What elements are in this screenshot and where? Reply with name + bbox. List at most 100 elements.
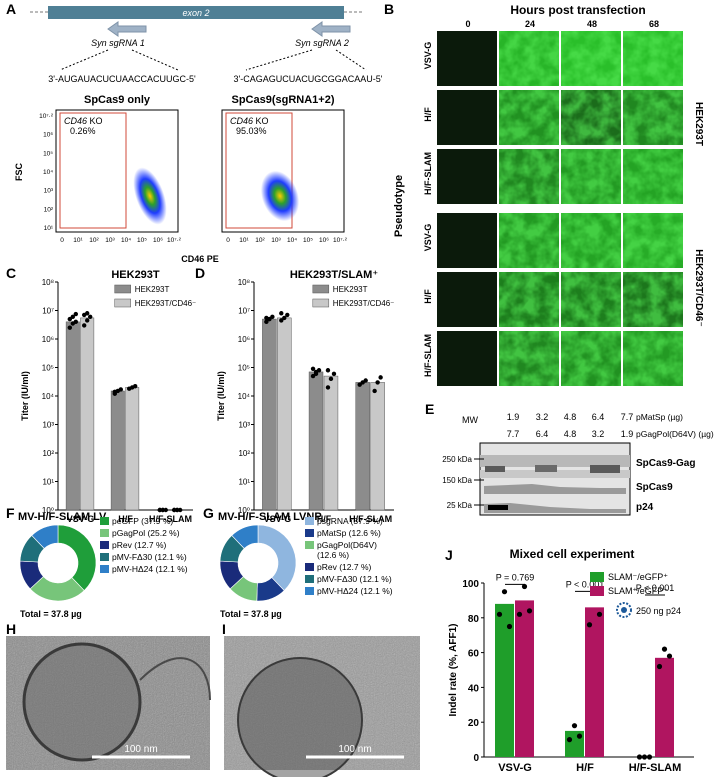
legend-swatch — [100, 565, 109, 573]
data-point — [331, 371, 337, 377]
sgrna1-label: Syn sgRNA 1 — [91, 38, 145, 48]
microscopy-tile — [437, 272, 497, 327]
legend-label: HEK293T — [333, 285, 368, 294]
data-point — [506, 623, 513, 630]
y-tick-label: 40 — [468, 683, 480, 694]
legend-label: pMV-FΔ30 (12.1 %) — [317, 574, 392, 584]
panel-label-e: E — [425, 401, 434, 417]
pseudotype-row-label: H/F-SLAM — [423, 152, 433, 195]
ko1-percent: 0.26% — [70, 126, 96, 136]
donut-slice — [31, 524, 59, 549]
cell-texture — [499, 149, 559, 204]
bar — [262, 318, 277, 511]
data-point — [279, 318, 284, 323]
pseudotype-row-label: H/F — [423, 289, 433, 304]
data-point — [73, 319, 79, 325]
microscopy-tile — [437, 149, 497, 204]
x-category-label: VSV-G — [498, 762, 532, 774]
y-tick-label: 10⁷ — [42, 307, 54, 316]
data-point — [516, 611, 523, 617]
x-category-label: H/F — [576, 762, 594, 774]
group-label-1: HEK293T — [693, 102, 704, 146]
e-row1-value: 3.2 — [536, 412, 549, 422]
legend-label: pMV-HΔ24 (12.1 %) — [112, 564, 188, 574]
e-row1-value: 6.4 — [592, 412, 605, 422]
cell-texture — [561, 213, 621, 268]
flow-ytick: 10² — [44, 206, 54, 213]
y-tick-label: 10⁷ — [238, 307, 250, 316]
panel-i: 100 nm — [224, 636, 420, 777]
bar — [110, 390, 125, 511]
data-point — [328, 376, 334, 382]
virus-core-icon — [621, 607, 627, 613]
flow-plot1-title: SpCas9 only — [84, 94, 151, 106]
x-category-label: H/F — [118, 514, 133, 524]
exon-label: exon 2 — [182, 8, 209, 18]
e-row2-value: 6.4 — [536, 429, 549, 439]
legend-label: pMatSp (12.6 %) — [317, 528, 381, 538]
data-point — [70, 314, 76, 320]
legend-swatch — [100, 517, 109, 525]
legend-label: pMV-FΔ30 (12.1 %) — [112, 552, 187, 562]
data-point — [310, 373, 316, 379]
legend-label: HEK293T/CD46⁻ — [333, 299, 395, 308]
cell-texture — [499, 90, 559, 145]
legend-label: HEK293T — [135, 285, 170, 294]
y-tick-label: 10⁸ — [238, 278, 250, 287]
x-category-label: H/F-SLAM — [349, 514, 392, 524]
panel-h: 100 nm — [6, 636, 211, 770]
data-point — [88, 314, 93, 320]
y-tick-label: 10⁶ — [42, 335, 54, 344]
e-row2-value: 7.7 — [507, 429, 520, 439]
pseudotype-row-label: VSV-G — [423, 42, 433, 70]
pvalue-label: P < 0.001 — [636, 583, 675, 593]
legend-label: pGagPol(D64V) — [317, 540, 377, 550]
y-tick-label: 10⁸ — [42, 278, 54, 287]
flow-xtick: 0 — [60, 237, 64, 244]
gene-label-2: CD46 — [230, 116, 253, 126]
flow-ylabel: FSC — [14, 162, 24, 181]
data-point — [160, 507, 165, 513]
panel-label-i: I — [222, 621, 226, 637]
e-row1-label: pMatSp (µg) — [636, 412, 683, 422]
panel-label-c: C — [6, 265, 16, 281]
legend-swatch — [590, 572, 604, 582]
data-point — [267, 316, 272, 322]
ko-label-2: KO — [256, 116, 269, 126]
flow-xtick: 10³ — [105, 237, 115, 244]
cell-texture — [623, 213, 683, 268]
legend-label: pRev (12.7 %) — [317, 562, 371, 572]
pseudotype-row-label: H/F — [423, 107, 433, 122]
legend-swatch — [114, 298, 131, 308]
x-category-label: H/F-SLAM — [629, 762, 682, 774]
y-tick-label: 80 — [468, 614, 480, 625]
donut-total: Total = 37.8 µg — [20, 609, 82, 619]
flow-xtick: 10⁷·² — [167, 237, 182, 244]
data-point — [641, 754, 648, 760]
chart-title: Mixed cell experiment — [510, 547, 635, 561]
bar — [585, 607, 604, 757]
ko-label-1: KO — [90, 116, 103, 126]
flow-xtick: 10⁵ — [137, 237, 147, 244]
data-point — [82, 323, 87, 328]
donut-total: Total = 37.8 µg — [220, 609, 282, 619]
data-point — [85, 311, 90, 316]
sgrna1-sequence: 3'-AUGAUACUCUAACCACUUGC-5' — [48, 74, 196, 84]
legend-swatch — [305, 587, 314, 595]
y-tick-label: 10⁴ — [238, 392, 251, 401]
microscopy-tile — [437, 213, 497, 268]
sgrna2-arrow-icon — [311, 21, 351, 37]
y-tick-label: 10² — [42, 449, 54, 458]
data-point — [325, 368, 331, 373]
data-point — [282, 315, 287, 321]
data-point — [313, 369, 319, 375]
flow-plot-1: CD46 KO 0.26% — [55, 109, 179, 233]
sgrna2-label: Syn sgRNA 2 — [295, 38, 349, 48]
dose-annotation: 250 ng p24 — [636, 606, 681, 616]
data-point — [270, 314, 275, 320]
data-point — [661, 646, 668, 652]
bar — [323, 375, 339, 511]
gene-label-1: CD46 — [64, 116, 87, 126]
cell-texture — [623, 90, 683, 145]
data-point — [501, 589, 508, 595]
